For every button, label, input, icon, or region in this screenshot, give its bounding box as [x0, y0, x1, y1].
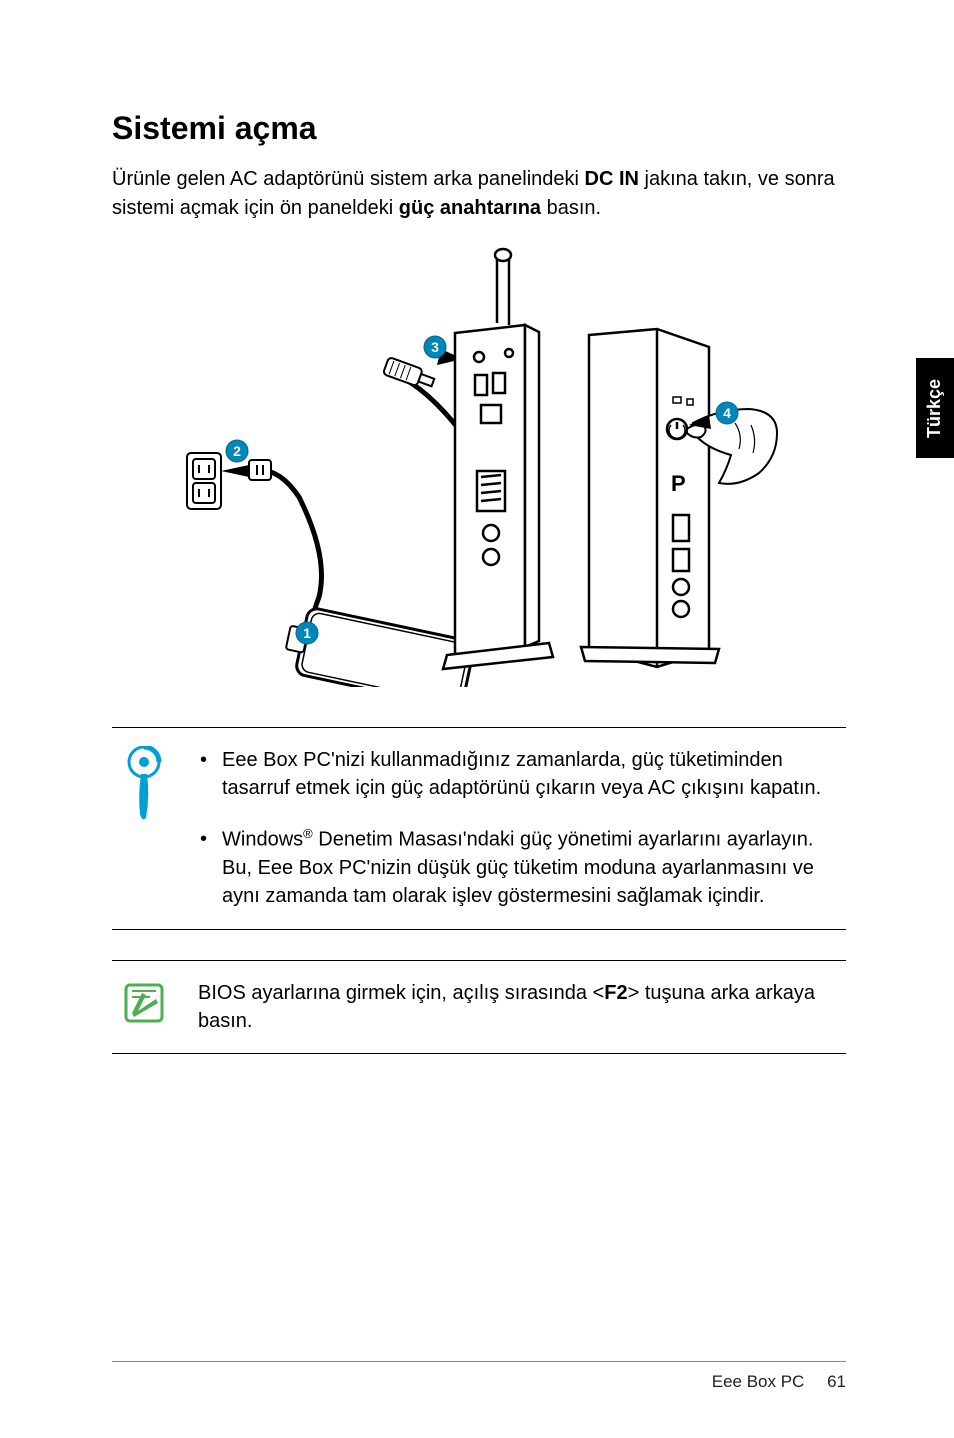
bios-key: F2 [604, 982, 627, 1004]
callout-2: 2 [233, 443, 241, 459]
language-tab: Türkçe [916, 358, 954, 458]
callout-4: 4 [723, 405, 731, 421]
svg-text:P: P [671, 471, 686, 496]
setup-diagram: P 3 [179, 247, 779, 687]
intro-text-1: Ürünle gelen AC adaptörünü sistem arka p… [112, 168, 585, 190]
bios-text-a: BIOS ayarlarına girmek için, açılış sıra… [198, 982, 604, 1004]
bios-note: BIOS ayarlarına girmek için, açılış sıra… [198, 979, 846, 1036]
bios-note-block: BIOS ayarlarına girmek için, açılış sıra… [112, 960, 846, 1055]
callout-1: 1 [303, 625, 311, 641]
tip2-text-a: Windows [222, 828, 303, 850]
tip-item-1: Eee Box PC'nizi kullanmadığınız zamanlar… [222, 746, 846, 803]
callout-3: 3 [431, 339, 439, 355]
tip-item-2: Windows® Denetim Masası'ndaki güç yöneti… [222, 825, 846, 911]
note-icon [112, 979, 176, 1036]
tip-icon [112, 746, 176, 911]
intro-text-3: basın. [541, 197, 601, 219]
page-footer: Eee Box PC 61 [112, 1361, 846, 1392]
intro-paragraph: Ürünle gelen AC adaptörünü sistem arka p… [112, 165, 846, 223]
page-title: Sistemi açma [112, 110, 846, 147]
tip-note-block: Eee Box PC'nizi kullanmadığınız zamanlar… [112, 727, 846, 930]
language-label: Türkçe [925, 378, 946, 437]
footer-product: Eee Box PC [712, 1372, 805, 1391]
intro-bold-2: güç anahtarına [399, 197, 541, 219]
intro-bold-1: DC IN [585, 168, 639, 190]
registered-mark: ® [303, 826, 313, 841]
footer-page-number: 61 [827, 1372, 846, 1391]
